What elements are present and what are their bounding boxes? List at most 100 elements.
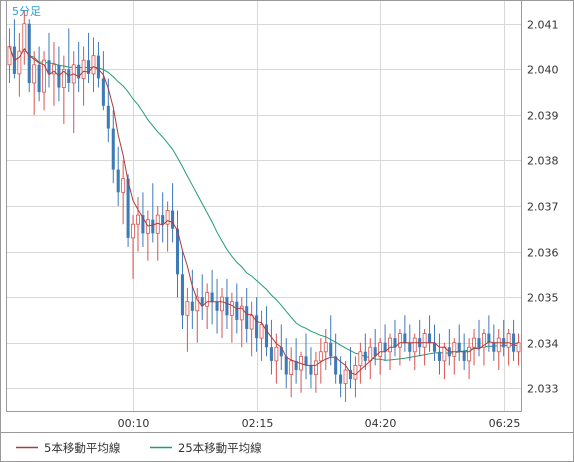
x-tick-label: 00:10	[118, 417, 150, 430]
y-tick-label: 2.034	[527, 338, 559, 351]
candle-up	[388, 337, 392, 353]
candle-down	[116, 169, 120, 193]
y-tick-label: 2.033	[527, 383, 559, 396]
candle-down	[96, 55, 100, 79]
y-tick-label: 2.041	[527, 19, 559, 32]
candle-down	[111, 128, 115, 170]
candle-down	[304, 356, 308, 366]
candle-up	[274, 346, 279, 362]
candle-up	[17, 50, 22, 75]
candle-down	[235, 301, 239, 320]
legend-label: 5本移動平均線	[44, 441, 121, 455]
candle-up	[136, 214, 140, 225]
candle-down	[363, 351, 367, 361]
candle-down	[492, 342, 496, 352]
candle-down	[151, 219, 155, 234]
x-tick-label: 02:15	[242, 417, 274, 430]
candle-down	[175, 228, 180, 275]
y-tick-label: 2.039	[527, 110, 559, 123]
y-axis-ticks: 2.033 2.034 2.035 2.036 2.037 2.038 2.039 2.040…	[527, 19, 559, 396]
y-tick-label: 2.038	[527, 155, 559, 168]
candle-up	[220, 296, 224, 312]
candle-down	[255, 315, 259, 339]
candle-down	[106, 105, 110, 129]
candle-down	[373, 347, 377, 357]
ma5-line	[9, 46, 519, 376]
candle-down	[294, 360, 298, 370]
candle-up	[91, 55, 96, 75]
candle-up	[496, 337, 501, 353]
candle-up	[205, 292, 210, 307]
candle-up	[185, 301, 190, 316]
candle-up	[482, 333, 486, 348]
y-tick-label: 2.035	[527, 292, 559, 305]
candle-down	[200, 297, 204, 307]
legend: 5本移動平均線 25本移動平均線	[16, 441, 262, 455]
candle-up	[229, 301, 234, 316]
candle-up	[358, 351, 363, 366]
candle-down	[141, 215, 145, 234]
candle-up	[7, 46, 12, 66]
candle-down	[161, 215, 165, 225]
candle-up	[368, 346, 373, 362]
candle-down	[403, 333, 407, 343]
candle-down	[457, 342, 461, 352]
candle-up	[81, 59, 86, 79]
candle-up	[467, 346, 472, 362]
candle-up	[239, 305, 244, 321]
candle-down	[37, 64, 41, 93]
candle-down	[215, 301, 219, 311]
x-axis-ticks: 00:10 02:15 04:20 06:25	[118, 417, 521, 430]
candle-up	[165, 210, 170, 225]
candle-up	[472, 337, 476, 348]
candle-up	[52, 64, 56, 75]
candle-down	[264, 324, 269, 348]
candle-down	[487, 333, 491, 343]
y-tick-label: 2.037	[527, 201, 559, 214]
candle-up	[516, 342, 521, 353]
candle-down	[334, 356, 338, 375]
interval-label: 5分足	[12, 5, 41, 18]
candle-down	[245, 306, 249, 329]
candle-down	[180, 274, 184, 316]
candle-down	[462, 351, 466, 361]
candle-up	[452, 342, 457, 357]
y-tick-label: 2.040	[527, 64, 559, 77]
candles-layer	[7, 10, 521, 402]
candle-up	[61, 68, 66, 88]
candle-down	[348, 370, 353, 380]
x-tick-label: 06:25	[489, 417, 521, 430]
candle-down	[77, 64, 81, 79]
candle-up	[378, 342, 383, 357]
ma5-line-layer	[9, 46, 519, 376]
candle-down	[383, 342, 387, 352]
candle-down	[477, 338, 481, 348]
candle-down	[210, 292, 214, 302]
candle-down	[269, 347, 273, 361]
candle-up	[397, 333, 402, 348]
candle-up	[318, 351, 323, 362]
x-tick-label: 04:20	[365, 417, 397, 430]
candle-up	[121, 178, 126, 193]
candle-up	[506, 333, 511, 348]
candle-up	[42, 59, 46, 93]
candle-down	[225, 297, 229, 316]
candle-up	[195, 296, 200, 312]
candle-up	[289, 360, 294, 375]
candle-down	[432, 342, 437, 352]
candle-up	[259, 324, 264, 339]
candle-down	[190, 301, 194, 311]
candle-up	[422, 333, 427, 348]
candle-down	[437, 351, 441, 361]
candle-down	[339, 374, 343, 384]
candle-down	[408, 342, 412, 352]
candle-up	[353, 365, 358, 380]
legend-label: 25本移動平均線	[178, 441, 262, 455]
candle-up	[323, 342, 328, 353]
candle-up	[22, 23, 27, 52]
candle-up	[343, 369, 348, 385]
candle-down	[126, 178, 130, 238]
